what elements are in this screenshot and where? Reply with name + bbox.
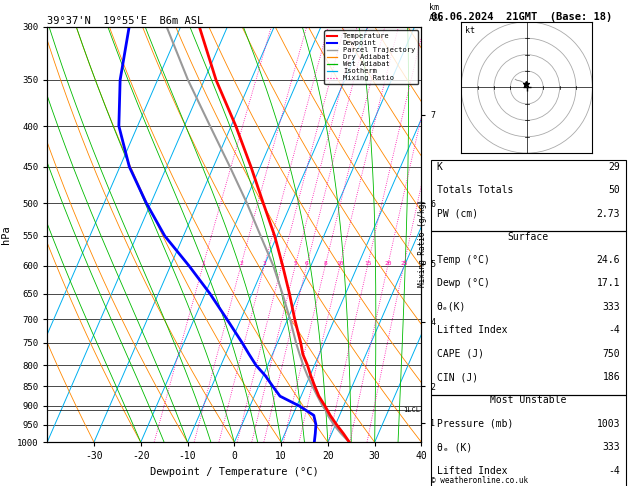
Text: 1LCL: 1LCL [403, 407, 421, 414]
Text: -4: -4 [608, 466, 620, 476]
Text: 6: 6 [305, 261, 309, 266]
X-axis label: Dewpoint / Temperature (°C): Dewpoint / Temperature (°C) [150, 467, 319, 477]
Y-axis label: hPa: hPa [1, 225, 11, 244]
Text: 333: 333 [603, 442, 620, 452]
Legend: Temperature, Dewpoint, Parcel Trajectory, Dry Adiabat, Wet Adiabat, Isotherm, Mi: Temperature, Dewpoint, Parcel Trajectory… [324, 30, 418, 84]
Text: K: K [437, 162, 443, 172]
Text: θₑ (K): θₑ (K) [437, 442, 472, 452]
Text: Pressure (mb): Pressure (mb) [437, 419, 513, 429]
Text: 4: 4 [280, 261, 284, 266]
Text: 3: 3 [262, 261, 266, 266]
Text: Totals Totals: Totals Totals [437, 185, 513, 195]
Text: 06.06.2024  21GMT  (Base: 18): 06.06.2024 21GMT (Base: 18) [431, 12, 612, 22]
Text: Most Unstable: Most Unstable [490, 396, 567, 405]
Text: CAPE (J): CAPE (J) [437, 348, 484, 359]
Text: 29: 29 [608, 162, 620, 172]
Text: km
ASL: km ASL [429, 3, 444, 22]
Text: Lifted Index: Lifted Index [437, 325, 507, 335]
Text: 8: 8 [323, 261, 327, 266]
Text: PW (cm): PW (cm) [437, 209, 478, 219]
Text: 20: 20 [384, 261, 392, 266]
Text: 15: 15 [364, 261, 371, 266]
Text: 2: 2 [239, 261, 243, 266]
Bar [431, 395, 626, 486]
Text: 1: 1 [201, 261, 205, 266]
Text: Surface: Surface [508, 232, 549, 242]
Text: 2.73: 2.73 [596, 209, 620, 219]
Text: 25: 25 [400, 261, 408, 266]
Text: 750: 750 [603, 348, 620, 359]
Text: θₑ(K): θₑ(K) [437, 302, 466, 312]
Text: Lifted Index: Lifted Index [437, 466, 507, 476]
Text: Mixing Ratio (g/kg): Mixing Ratio (g/kg) [418, 199, 427, 287]
Text: © weatheronline.co.uk: © weatheronline.co.uk [431, 475, 528, 485]
Bar [431, 160, 626, 231]
Text: 1003: 1003 [596, 419, 620, 429]
Text: CIN (J): CIN (J) [437, 372, 478, 382]
Text: 50: 50 [608, 185, 620, 195]
Text: -4: -4 [608, 325, 620, 335]
Text: 186: 186 [603, 372, 620, 382]
Text: 39°37'N  19°55'E  B6m ASL: 39°37'N 19°55'E B6m ASL [47, 16, 203, 26]
Text: Dewp (°C): Dewp (°C) [437, 278, 489, 288]
Text: 5: 5 [294, 261, 298, 266]
Text: 333: 333 [603, 302, 620, 312]
Text: 10: 10 [337, 261, 344, 266]
Text: 24.6: 24.6 [596, 255, 620, 265]
Text: kt: kt [465, 26, 475, 35]
Text: 17.1: 17.1 [596, 278, 620, 288]
Bar [431, 231, 626, 395]
Text: Temp (°C): Temp (°C) [437, 255, 489, 265]
